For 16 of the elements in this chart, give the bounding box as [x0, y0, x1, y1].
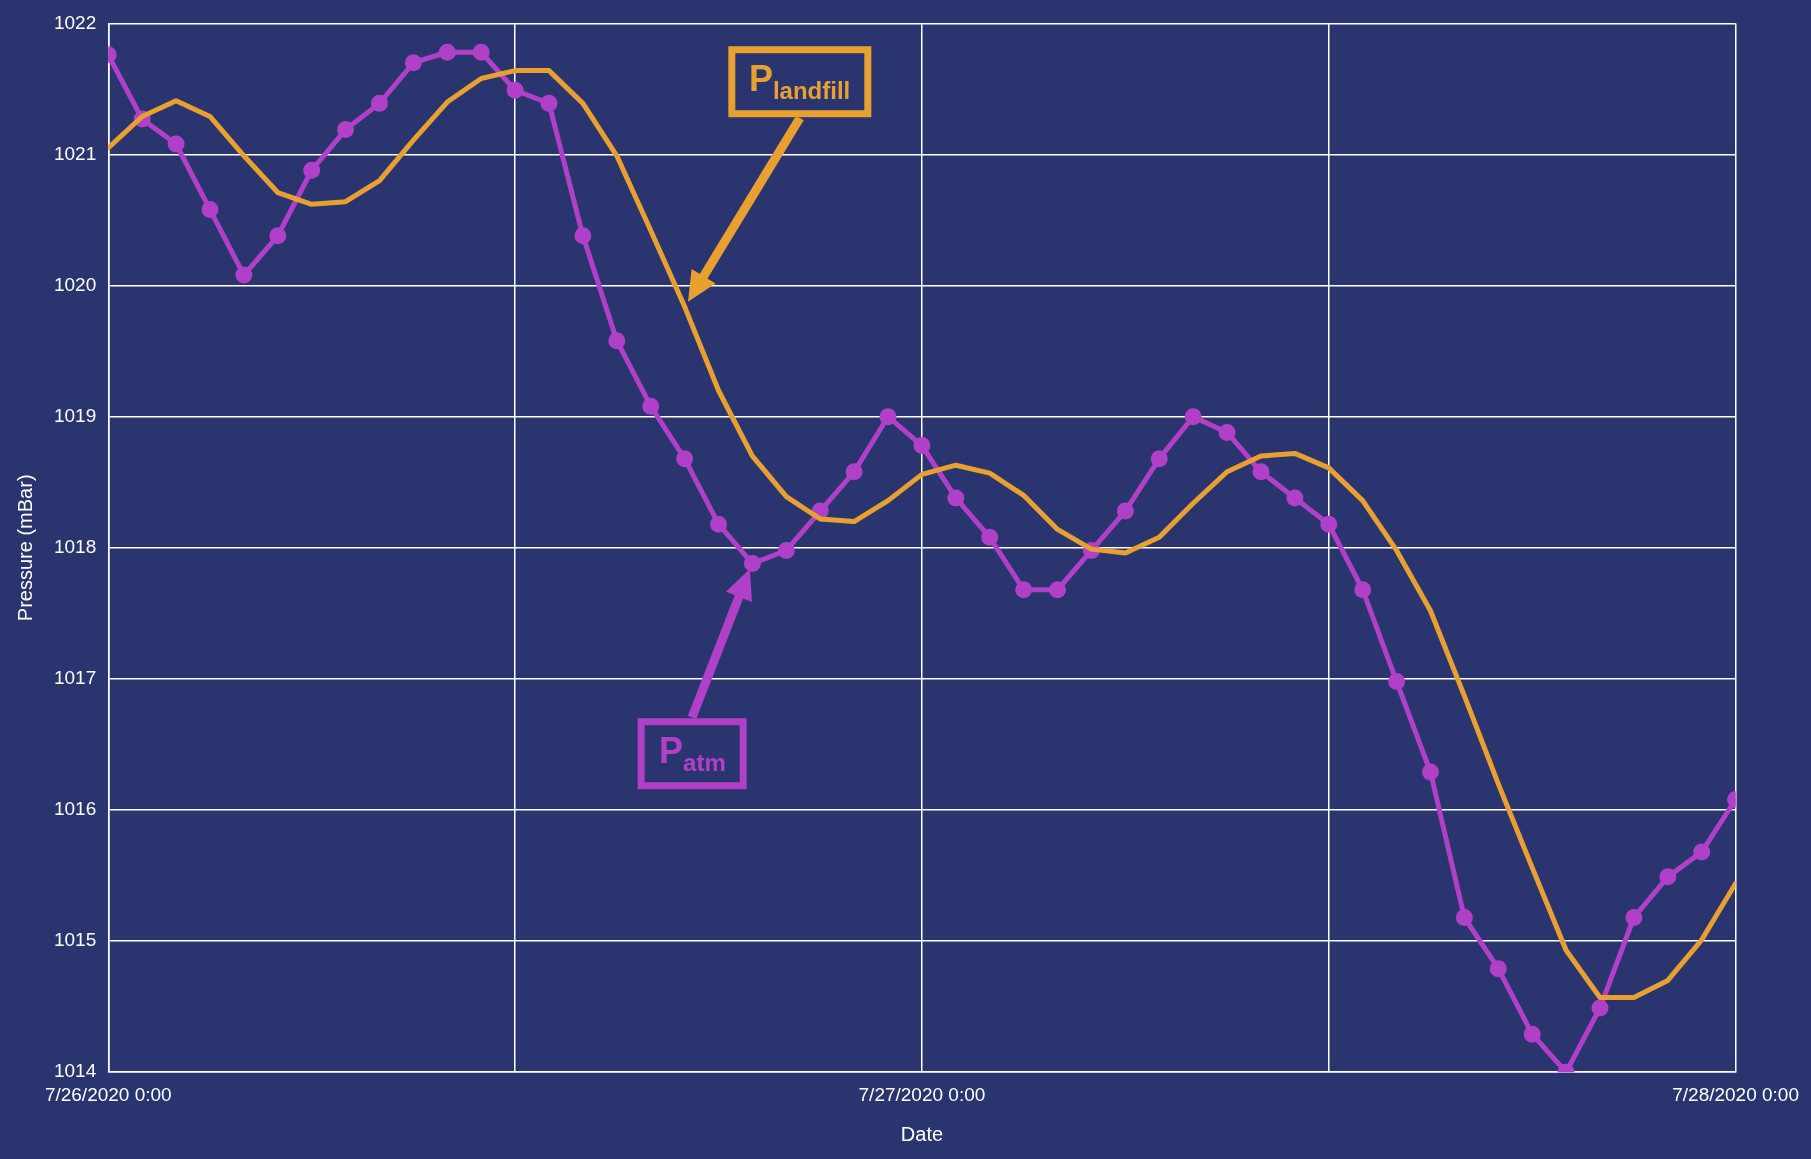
- y-axis-title: Pressure (mBar): [13, 474, 36, 622]
- y-tick-label: 1015: [53, 929, 97, 951]
- x-tick-label: 7/27/2020 0:00: [858, 1083, 986, 1105]
- y-tick-label: 1019: [53, 404, 97, 426]
- y-tick-label: 1017: [53, 667, 97, 689]
- x-tick-label: 7/26/2020 0:00: [44, 1083, 172, 1105]
- y-tick-label: 1021: [53, 142, 97, 164]
- y-tick-label: 1016: [53, 798, 97, 820]
- text: P$_{landfill}$: [727, 45, 872, 118]
- y-tick-label: 1014: [53, 1060, 97, 1082]
- y-tick-label: 1022: [53, 11, 97, 33]
- x-axis-title: Date: [900, 1122, 944, 1145]
- x-tick-label: 7/28/2020 0:00: [1672, 1083, 1800, 1105]
- text: P$_{atm}$: [638, 717, 747, 790]
- y-tick-label: 1020: [53, 273, 97, 295]
- y-tick-label: 1018: [53, 536, 97, 558]
